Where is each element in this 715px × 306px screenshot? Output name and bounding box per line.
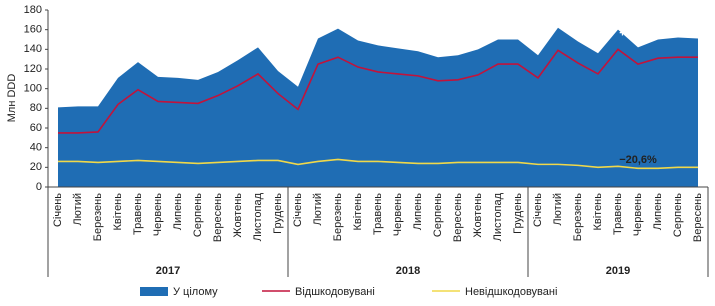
x-tick-label: Травень	[132, 193, 144, 235]
x-tick-label: Лютий	[312, 193, 324, 226]
x-tick-label: Травень	[612, 193, 624, 235]
x-tick-label: Серпень	[672, 193, 684, 237]
line	[58, 158, 698, 170]
y-tick-label: 60	[30, 122, 42, 134]
legend-label: Відшкодовувані	[295, 286, 375, 298]
x-tick-label: Жовтень	[472, 193, 484, 238]
x-tick-label: Січень	[52, 193, 64, 227]
y-tick-label: 80	[30, 102, 42, 114]
year-label: 2019	[606, 265, 630, 277]
x-tick-label: Квітень	[112, 193, 124, 231]
x-tick-label: Березень	[332, 193, 344, 241]
x-tick-label: Листопад	[492, 192, 504, 241]
y-axis-label: Млн DDD	[6, 74, 18, 123]
annotation: −20,6%	[619, 154, 657, 166]
x-tick-label: Грудень	[272, 193, 284, 234]
x-tick-label: Квітень	[592, 193, 604, 231]
area	[58, 27, 698, 188]
x-tick-label: Січень	[292, 193, 304, 227]
x-tick-label: Серпень	[432, 193, 444, 237]
x-tick-label: Липень	[172, 193, 184, 231]
legend-label: Невідшкодовувані	[465, 286, 557, 298]
y-tick-label: 0	[36, 181, 42, 193]
x-tick-label: Червень	[632, 193, 644, 236]
x-tick-label: Травень	[372, 193, 384, 235]
y-tick-label: 120	[24, 63, 42, 75]
x-tick-label: Квітень	[352, 193, 364, 231]
x-tick-label: Червень	[152, 193, 164, 236]
x-tick-label: Листопад	[252, 192, 264, 241]
legend-label: У цілому	[173, 286, 218, 298]
x-tick-label: Лютий	[552, 193, 564, 226]
y-tick-label: 140	[24, 43, 42, 55]
x-tick-label: Червень	[392, 193, 404, 236]
x-tick-label: Січень	[532, 193, 544, 227]
x-tick-label: Липень	[412, 193, 424, 231]
y-tick-label: 40	[30, 142, 42, 154]
x-tick-label: Жовтень	[232, 193, 244, 238]
x-tick-label: Березень	[92, 193, 104, 241]
x-tick-label: Лютий	[72, 193, 84, 226]
annotation: +12,8%	[619, 27, 657, 39]
line	[58, 48, 698, 134]
year-label: 2018	[396, 265, 420, 277]
x-tick-label: Грудень	[512, 193, 524, 234]
legend-swatch	[140, 287, 168, 296]
x-tick-label: Вересень	[692, 193, 704, 242]
year-label: 2017	[156, 265, 180, 277]
y-tick-label: 160	[24, 24, 42, 36]
x-tick-label: Вересень	[212, 193, 224, 242]
y-tick-label: 180	[24, 4, 42, 16]
x-tick-label: Вересень	[452, 193, 464, 242]
y-tick-label: 100	[24, 83, 42, 95]
x-tick-label: Березень	[572, 193, 584, 241]
y-tick-label: 20	[30, 161, 42, 173]
x-tick-label: Липень	[652, 193, 664, 231]
x-tick-label: Серпень	[192, 193, 204, 237]
